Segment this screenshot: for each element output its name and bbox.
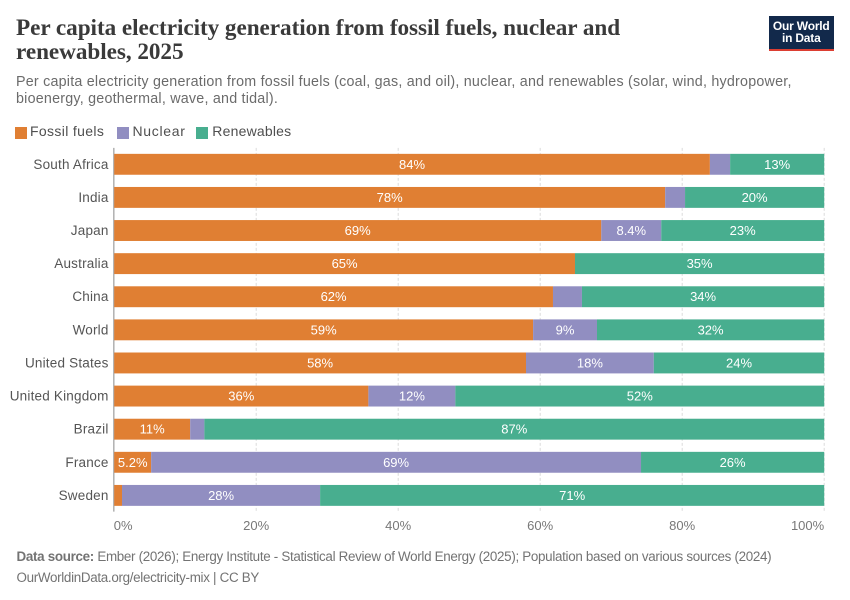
- svg-text:62%: 62%: [321, 289, 347, 304]
- svg-text:34%: 34%: [690, 289, 716, 304]
- svg-text:65%: 65%: [332, 256, 358, 271]
- svg-text:5.2%: 5.2%: [118, 455, 148, 470]
- svg-text:24%: 24%: [726, 356, 752, 371]
- svg-text:28%: 28%: [208, 488, 234, 503]
- svg-text:69%: 69%: [345, 223, 371, 238]
- svg-text:13%: 13%: [764, 157, 790, 172]
- svg-text:32%: 32%: [698, 322, 724, 337]
- svg-text:26%: 26%: [720, 455, 746, 470]
- svg-text:69%: 69%: [383, 455, 409, 470]
- svg-text:United States: United States: [25, 356, 109, 371]
- svg-text:36%: 36%: [228, 389, 254, 404]
- svg-text:World: World: [73, 322, 109, 337]
- svg-text:Japan: Japan: [71, 223, 109, 238]
- svg-text:United Kingdom: United Kingdom: [10, 389, 109, 404]
- svg-text:18%: 18%: [577, 356, 603, 371]
- svg-text:58%: 58%: [307, 356, 333, 371]
- svg-text:8.4%: 8.4%: [616, 223, 646, 238]
- svg-text:60%: 60%: [527, 518, 553, 533]
- svg-text:87%: 87%: [501, 422, 527, 437]
- svg-text:Australia: Australia: [54, 256, 109, 271]
- svg-text:78%: 78%: [377, 190, 403, 205]
- svg-text:India: India: [78, 190, 109, 205]
- svg-text:France: France: [65, 455, 108, 470]
- svg-text:71%: 71%: [559, 488, 585, 503]
- svg-text:Sweden: Sweden: [59, 488, 109, 503]
- svg-text:9%: 9%: [556, 322, 575, 337]
- svg-text:52%: 52%: [627, 389, 653, 404]
- svg-text:84%: 84%: [399, 157, 425, 172]
- svg-text:0%: 0%: [114, 518, 133, 533]
- svg-text:20%: 20%: [742, 190, 768, 205]
- svg-text:China: China: [72, 289, 109, 304]
- svg-text:12%: 12%: [399, 389, 425, 404]
- svg-text:20%: 20%: [243, 518, 269, 533]
- svg-text:80%: 80%: [669, 518, 695, 533]
- svg-text:59%: 59%: [311, 322, 337, 337]
- svg-text:23%: 23%: [730, 223, 756, 238]
- svg-text:Brazil: Brazil: [74, 422, 109, 437]
- svg-text:South Africa: South Africa: [33, 157, 108, 172]
- svg-text:100%: 100%: [791, 518, 825, 533]
- svg-text:40%: 40%: [385, 518, 411, 533]
- svg-text:35%: 35%: [687, 256, 713, 271]
- svg-text:11%: 11%: [140, 422, 165, 437]
